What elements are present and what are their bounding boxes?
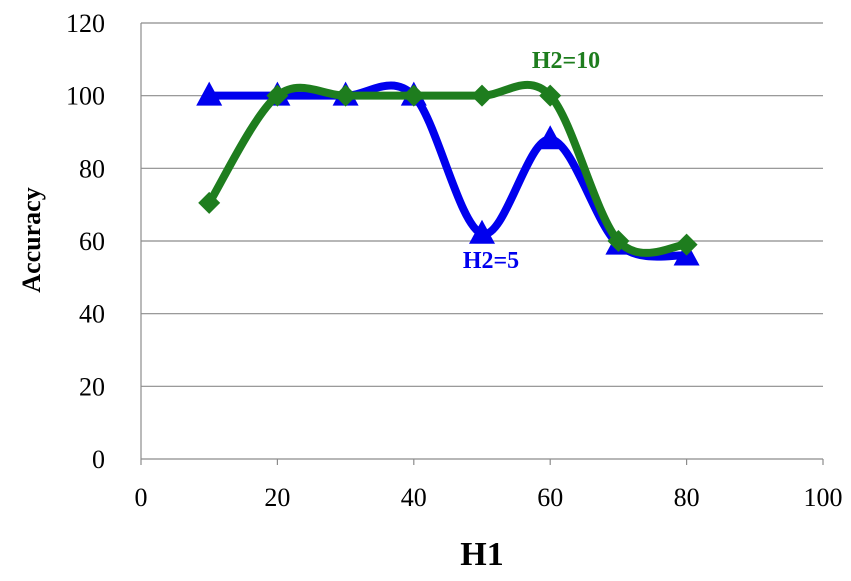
series-label-h2-5: H2=5 [463, 248, 519, 274]
x-tick-100: 100 [804, 483, 843, 512]
marker-h2-5-60 [537, 125, 564, 150]
y-tick-20: 20 [79, 372, 105, 401]
x-tick-80: 80 [674, 483, 700, 512]
y-tick-60: 60 [79, 227, 105, 256]
marker-h2-10-20 [266, 84, 289, 107]
marker-h2-5-50 [469, 219, 495, 244]
marker-h2-10-70 [607, 230, 630, 252]
y-tick-80: 80 [79, 154, 105, 183]
marker-h2-10-40 [402, 84, 425, 107]
x-tick-40: 40 [401, 483, 427, 512]
series-layer [196, 80, 700, 266]
series-label-h2-10: H2=10 [532, 48, 600, 74]
gridlines [141, 22, 823, 387]
x-tick-20: 20 [264, 483, 290, 512]
y-tick-100: 100 [66, 82, 105, 111]
x-axis-title: H1 [460, 536, 503, 573]
y-tick-labels: 0 20 40 60 80 100 120 [66, 9, 105, 474]
marker-h2-10-80 [675, 233, 698, 256]
y-axis-title: Accuracy [17, 187, 46, 292]
marker-h2-5-10 [196, 81, 223, 106]
axes [140, 23, 824, 465]
marker-h2-10-10 [198, 191, 221, 214]
marker-h2-10-60 [539, 84, 562, 107]
marker-h2-10-50 [471, 84, 493, 107]
y-tick-40: 40 [79, 300, 105, 329]
marker-h2-10-30 [334, 84, 357, 107]
x-tick-0: 0 [135, 483, 148, 512]
series-labels: H2=5 H2=10 [463, 48, 600, 274]
y-tick-0: 0 [92, 445, 105, 474]
x-tick-labels: 0 20 40 60 80 100 [135, 483, 843, 512]
x-tick-60: 60 [537, 483, 563, 512]
y-tick-120: 120 [66, 9, 105, 38]
